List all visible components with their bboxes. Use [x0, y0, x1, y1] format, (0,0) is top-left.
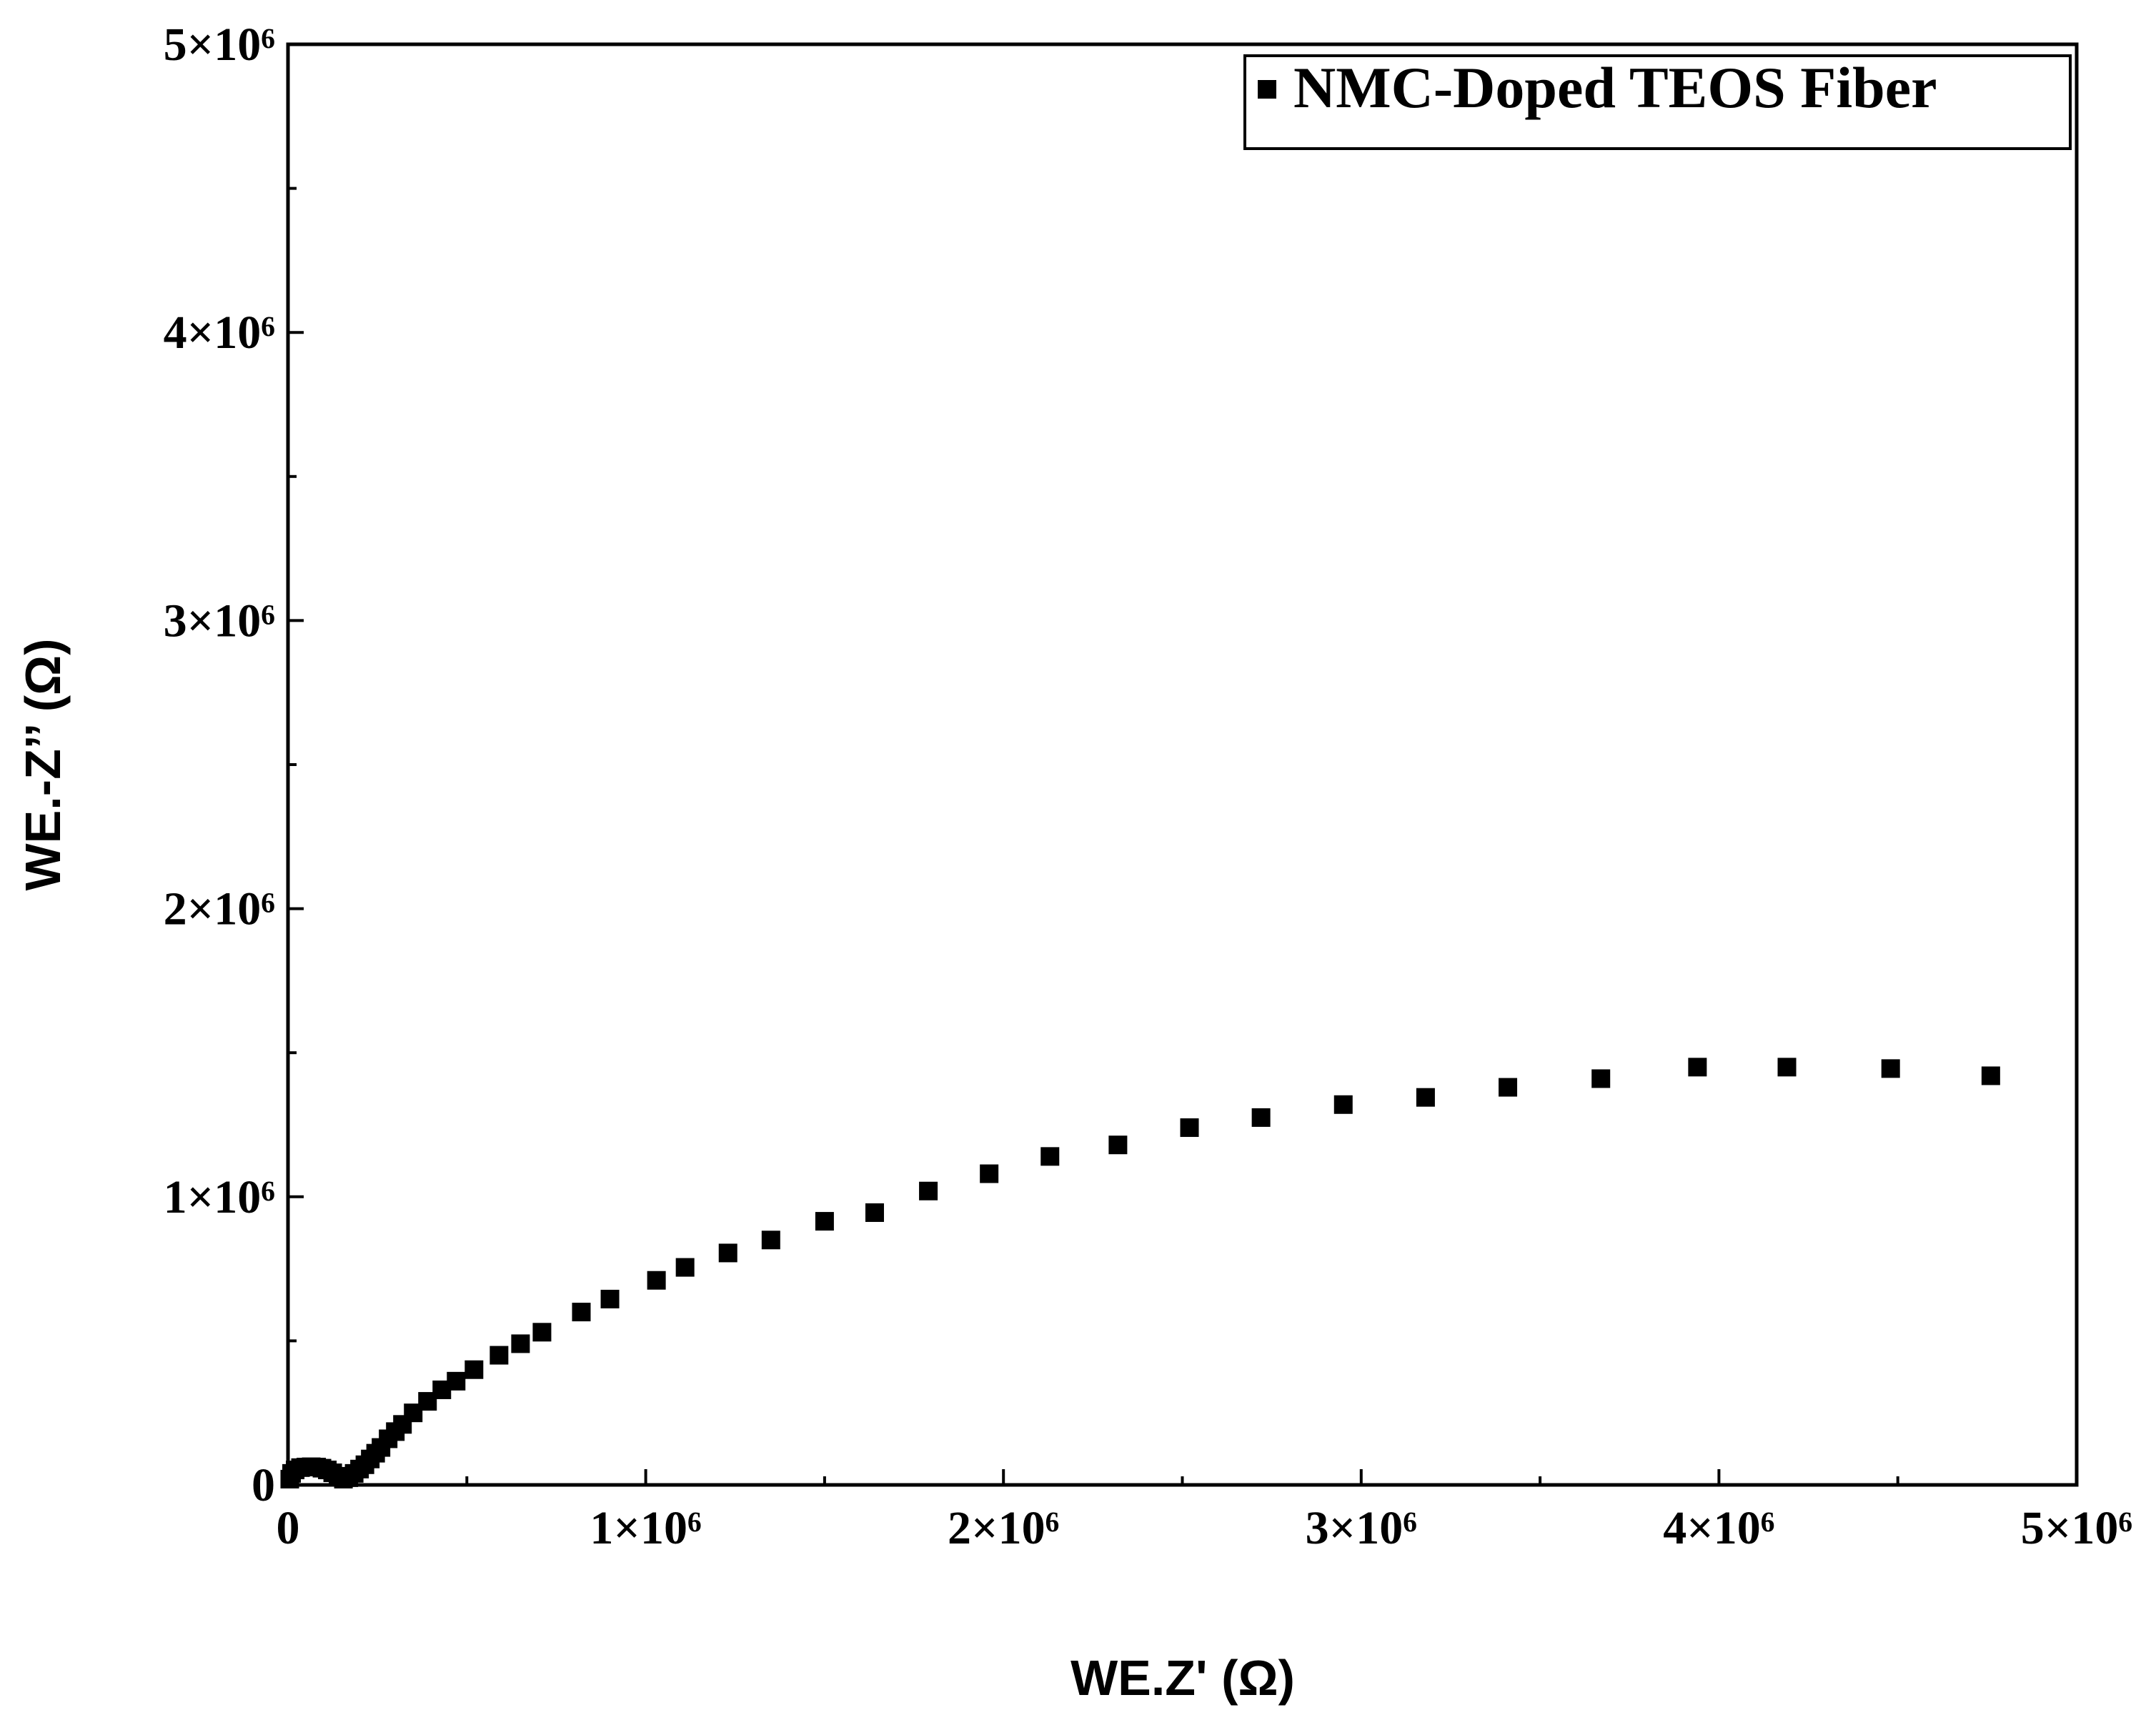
data-point [1499, 1078, 1518, 1097]
y-tick-label: 2×10⁶ [164, 883, 275, 935]
legend-box [1243, 54, 2072, 150]
data-point [1688, 1058, 1707, 1077]
x-tick-label: 1×10⁶ [590, 1502, 701, 1554]
data-point [1040, 1147, 1060, 1166]
data-point [815, 1212, 834, 1231]
x-tick-label: 3×10⁶ [1306, 1502, 1417, 1554]
data-point [865, 1203, 884, 1222]
data-point [532, 1323, 552, 1342]
x-tick-label: 4×10⁶ [1663, 1502, 1774, 1554]
data-point [447, 1371, 466, 1391]
data-point [600, 1289, 620, 1308]
data-point [511, 1334, 530, 1353]
data-point [465, 1360, 484, 1379]
x-tick-label: 5×10⁶ [2021, 1502, 2132, 1554]
y-tick-label: 0 [252, 1459, 275, 1511]
data-point [572, 1303, 591, 1322]
data-point [1591, 1069, 1611, 1088]
y-tick-label: 1×10⁶ [164, 1171, 275, 1223]
axis-ticks [287, 43, 2078, 1486]
legend: NMC-Doped TEOS Fiber [1243, 54, 2072, 150]
plot-frame [286, 42, 2079, 1487]
x-axis-title: WE.Z' (Ω) [1070, 1650, 1295, 1706]
data-points [280, 1058, 2000, 1488]
data-point [1777, 1058, 1797, 1077]
data-point [980, 1164, 999, 1183]
data-point [919, 1181, 938, 1200]
data-point [718, 1243, 737, 1263]
data-point [1881, 1059, 1900, 1078]
data-point [1981, 1066, 2000, 1085]
x-tick-label: 2×10⁶ [948, 1502, 1059, 1554]
data-point [1251, 1108, 1271, 1127]
data-point [1333, 1095, 1353, 1114]
data-point [761, 1231, 780, 1250]
y-tick-label: 5×10⁶ [164, 19, 275, 71]
y-tick-label: 3×10⁶ [164, 595, 275, 647]
axis-tick-labels: 0 1×10⁶ 2×10⁶ 3×10⁶ 4×10⁶ 5×10⁶ 0 1×10⁶ 2×10⁶ 3×1… [164, 19, 2133, 1554]
data-point [1180, 1118, 1199, 1138]
legend-label: NMC-Doped TEOS Fiber [1293, 55, 1937, 120]
x-tick-label: 0 [277, 1502, 300, 1554]
data-point [1416, 1088, 1435, 1107]
data-point [675, 1258, 695, 1277]
data-point [490, 1346, 509, 1365]
y-axis-title: WE.-Z’’ (Ω) [15, 639, 71, 891]
data-point [1108, 1135, 1128, 1155]
legend-marker [1258, 80, 1276, 99]
data-point [647, 1271, 666, 1290]
y-tick-label: 4×10⁶ [164, 307, 275, 359]
